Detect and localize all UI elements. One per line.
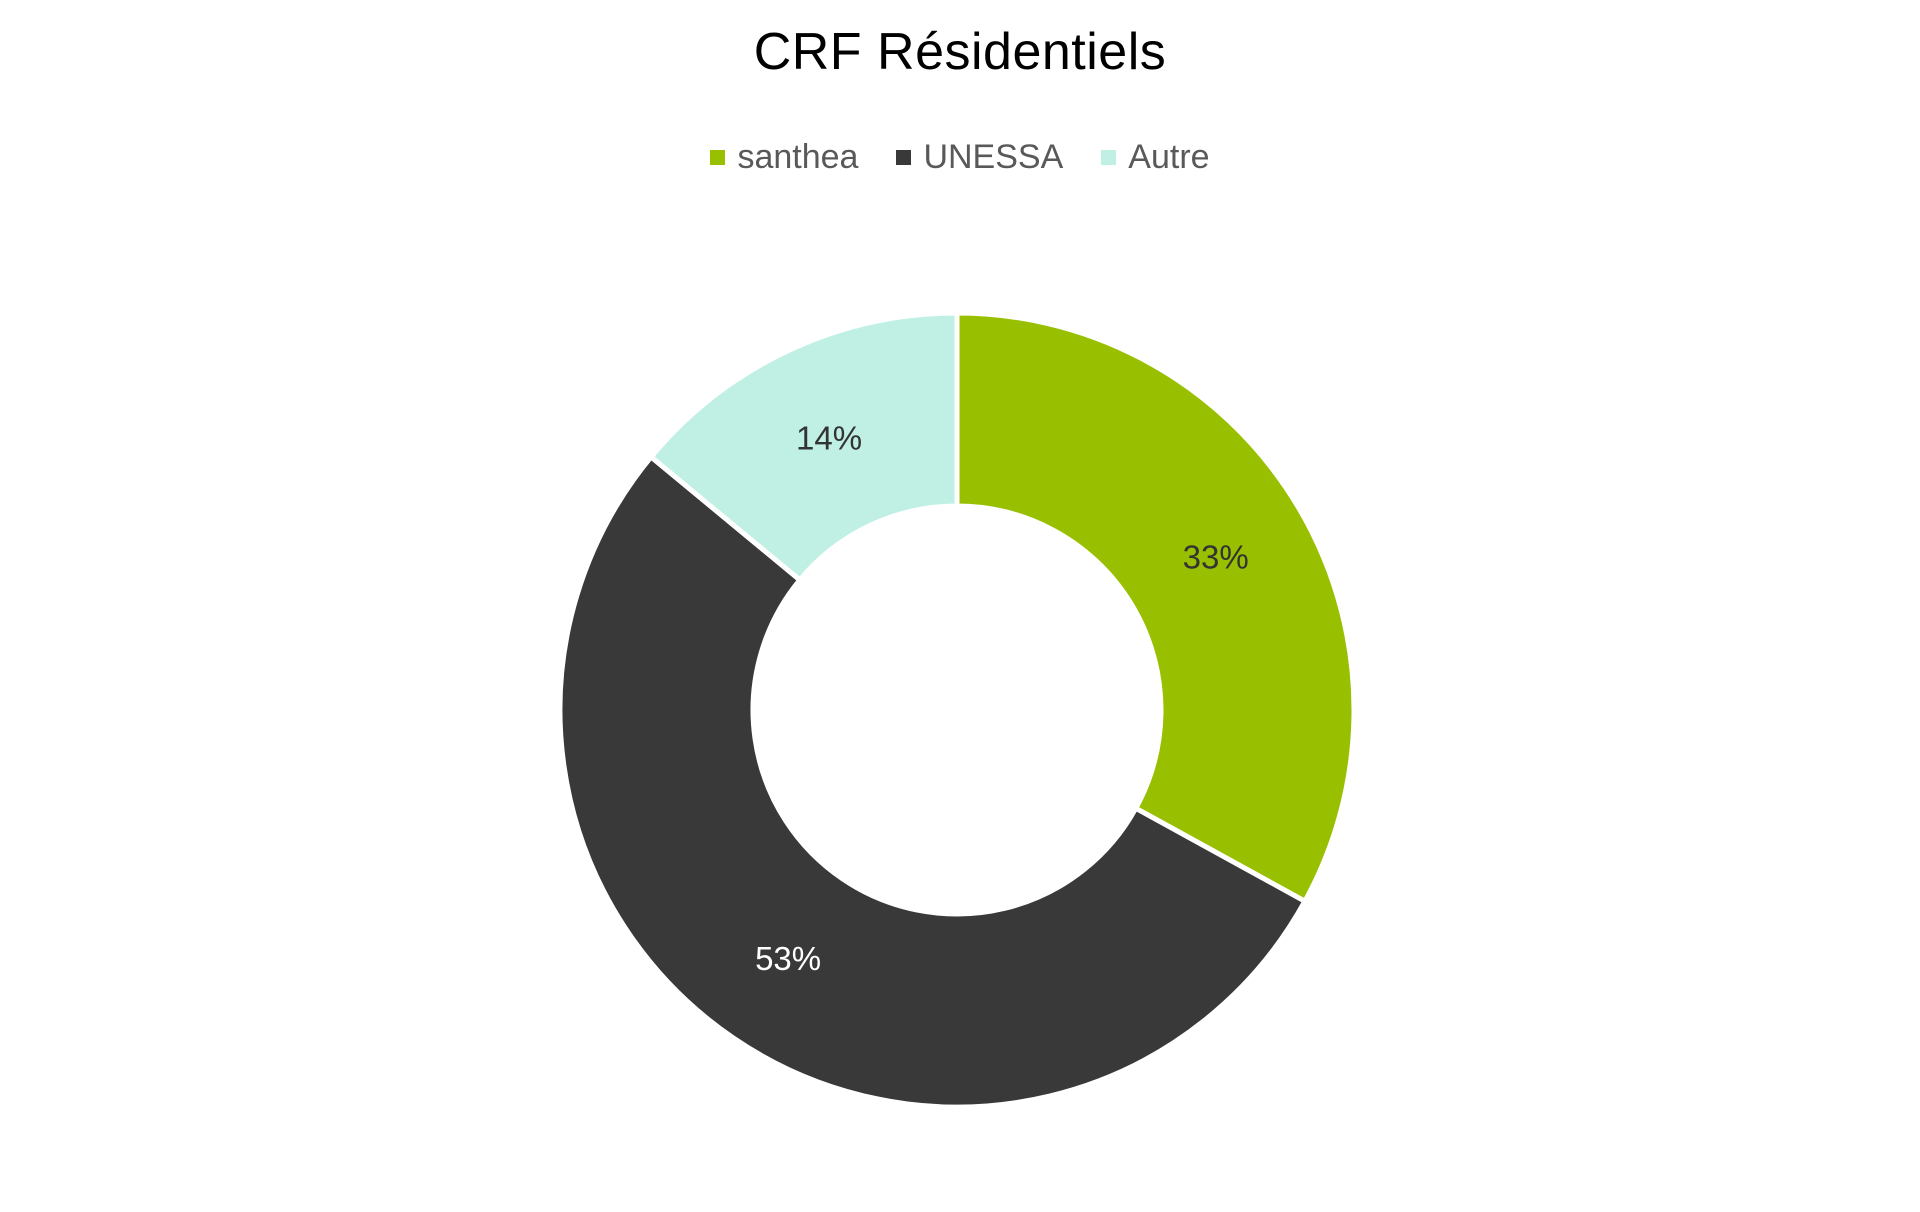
legend-item-santhea: santhea — [710, 138, 858, 177]
data-label-santhea: 33% — [1183, 539, 1249, 576]
donut-slice-unessa — [557, 453, 1309, 1110]
chart-title: CRF Résidentiels — [753, 23, 1167, 81]
data-label-autre: 14% — [796, 420, 862, 457]
legend-swatch-santhea — [710, 150, 726, 165]
legend-item-unessa: UNESSA — [896, 138, 1063, 177]
donut-slice-autre — [647, 310, 960, 584]
donut-slice-santhea — [954, 310, 1357, 905]
legend-item-autre: Autre — [1101, 138, 1210, 177]
legend-label-santhea: santhea — [737, 138, 859, 176]
legend-label-autre: Autre — [1128, 138, 1210, 176]
data-label-unessa: 53% — [755, 940, 821, 977]
legend-label-unessa: UNESSA — [923, 138, 1064, 176]
legend-swatch-unessa — [896, 150, 912, 165]
donut-slices — [557, 310, 1357, 1110]
donut-data-labels: 33% 53% 14% — [755, 420, 1249, 977]
legend: santhea UNESSA Autre — [0, 138, 1920, 177]
legend-swatch-autre — [1101, 150, 1117, 165]
